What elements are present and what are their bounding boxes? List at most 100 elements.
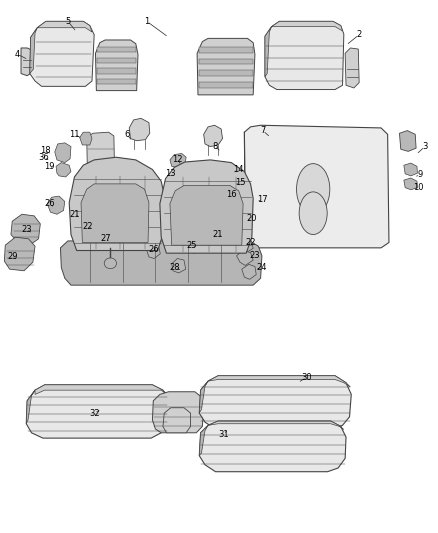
- Polygon shape: [152, 392, 204, 433]
- Text: 3: 3: [422, 142, 427, 151]
- Polygon shape: [199, 425, 208, 456]
- Text: 16: 16: [226, 190, 237, 199]
- Text: 21: 21: [69, 210, 80, 219]
- Polygon shape: [97, 58, 136, 63]
- Polygon shape: [244, 125, 389, 248]
- Polygon shape: [208, 421, 344, 430]
- Polygon shape: [239, 193, 252, 207]
- Polygon shape: [185, 239, 201, 253]
- Polygon shape: [272, 21, 343, 31]
- Text: 32: 32: [89, 409, 99, 417]
- Polygon shape: [37, 21, 92, 32]
- Polygon shape: [399, 131, 416, 151]
- Polygon shape: [26, 390, 35, 424]
- Polygon shape: [60, 241, 262, 285]
- Polygon shape: [404, 163, 417, 176]
- Polygon shape: [97, 68, 136, 74]
- Ellipse shape: [299, 192, 327, 235]
- Polygon shape: [26, 385, 169, 438]
- Polygon shape: [30, 21, 94, 86]
- Polygon shape: [199, 59, 253, 64]
- Polygon shape: [242, 264, 256, 279]
- Text: 26: 26: [148, 245, 159, 254]
- Text: 6: 6: [124, 130, 130, 139]
- Polygon shape: [170, 154, 186, 168]
- Text: 18: 18: [40, 146, 50, 155]
- Polygon shape: [220, 163, 234, 176]
- Polygon shape: [55, 143, 71, 163]
- Text: 19: 19: [44, 162, 54, 171]
- Ellipse shape: [104, 258, 117, 269]
- Polygon shape: [199, 376, 351, 429]
- Text: 9: 9: [418, 171, 423, 179]
- Polygon shape: [30, 28, 37, 74]
- Text: 23: 23: [250, 252, 260, 260]
- Text: 25: 25: [187, 241, 197, 249]
- Text: 10: 10: [413, 183, 424, 192]
- Polygon shape: [172, 259, 186, 273]
- Polygon shape: [97, 79, 136, 84]
- Text: 1: 1: [144, 17, 149, 26]
- Text: 20: 20: [247, 214, 257, 223]
- Text: 23: 23: [21, 225, 32, 233]
- Text: 29: 29: [7, 253, 18, 261]
- Text: 12: 12: [172, 156, 183, 164]
- Text: 31: 31: [218, 430, 229, 439]
- Polygon shape: [160, 160, 253, 253]
- Text: 11: 11: [69, 130, 80, 139]
- Polygon shape: [232, 212, 246, 225]
- Polygon shape: [4, 237, 35, 271]
- Polygon shape: [204, 125, 223, 147]
- Polygon shape: [215, 179, 229, 192]
- Polygon shape: [404, 178, 417, 190]
- Polygon shape: [11, 214, 40, 245]
- Text: 4: 4: [15, 50, 20, 59]
- Polygon shape: [170, 185, 243, 245]
- Polygon shape: [265, 27, 272, 77]
- Polygon shape: [345, 48, 359, 88]
- Polygon shape: [69, 157, 164, 251]
- Polygon shape: [217, 230, 231, 245]
- Polygon shape: [147, 245, 160, 259]
- Text: 17: 17: [258, 196, 268, 204]
- Polygon shape: [199, 70, 253, 76]
- Text: 21: 21: [213, 230, 223, 239]
- Polygon shape: [81, 184, 149, 243]
- Polygon shape: [163, 408, 191, 433]
- Text: 8: 8: [212, 142, 217, 150]
- Polygon shape: [197, 38, 255, 95]
- Polygon shape: [129, 118, 150, 141]
- Text: 30: 30: [301, 373, 312, 382]
- Polygon shape: [70, 211, 84, 225]
- Text: 2: 2: [357, 30, 362, 39]
- Polygon shape: [82, 223, 95, 236]
- Text: 36: 36: [39, 153, 49, 161]
- Polygon shape: [47, 196, 65, 214]
- Text: 28: 28: [170, 263, 180, 272]
- Polygon shape: [95, 40, 138, 91]
- Polygon shape: [21, 48, 33, 76]
- Polygon shape: [265, 21, 344, 90]
- Polygon shape: [199, 381, 208, 413]
- Polygon shape: [199, 47, 253, 53]
- Text: 7: 7: [260, 126, 265, 135]
- Text: 24: 24: [257, 263, 267, 272]
- Text: 22: 22: [245, 238, 256, 247]
- Text: 15: 15: [235, 178, 245, 187]
- Polygon shape: [87, 132, 115, 187]
- Text: 26: 26: [44, 199, 55, 208]
- Polygon shape: [97, 47, 136, 52]
- Polygon shape: [199, 82, 253, 88]
- Polygon shape: [209, 193, 223, 204]
- Text: 13: 13: [166, 169, 176, 177]
- Text: 22: 22: [82, 222, 93, 231]
- Ellipse shape: [297, 164, 330, 215]
- Polygon shape: [239, 239, 253, 253]
- Text: 5: 5: [65, 17, 71, 26]
- Polygon shape: [56, 163, 71, 177]
- Text: 14: 14: [233, 165, 244, 174]
- Polygon shape: [80, 132, 92, 145]
- Polygon shape: [237, 251, 253, 265]
- Polygon shape: [208, 376, 350, 387]
- Text: 27: 27: [101, 235, 111, 243]
